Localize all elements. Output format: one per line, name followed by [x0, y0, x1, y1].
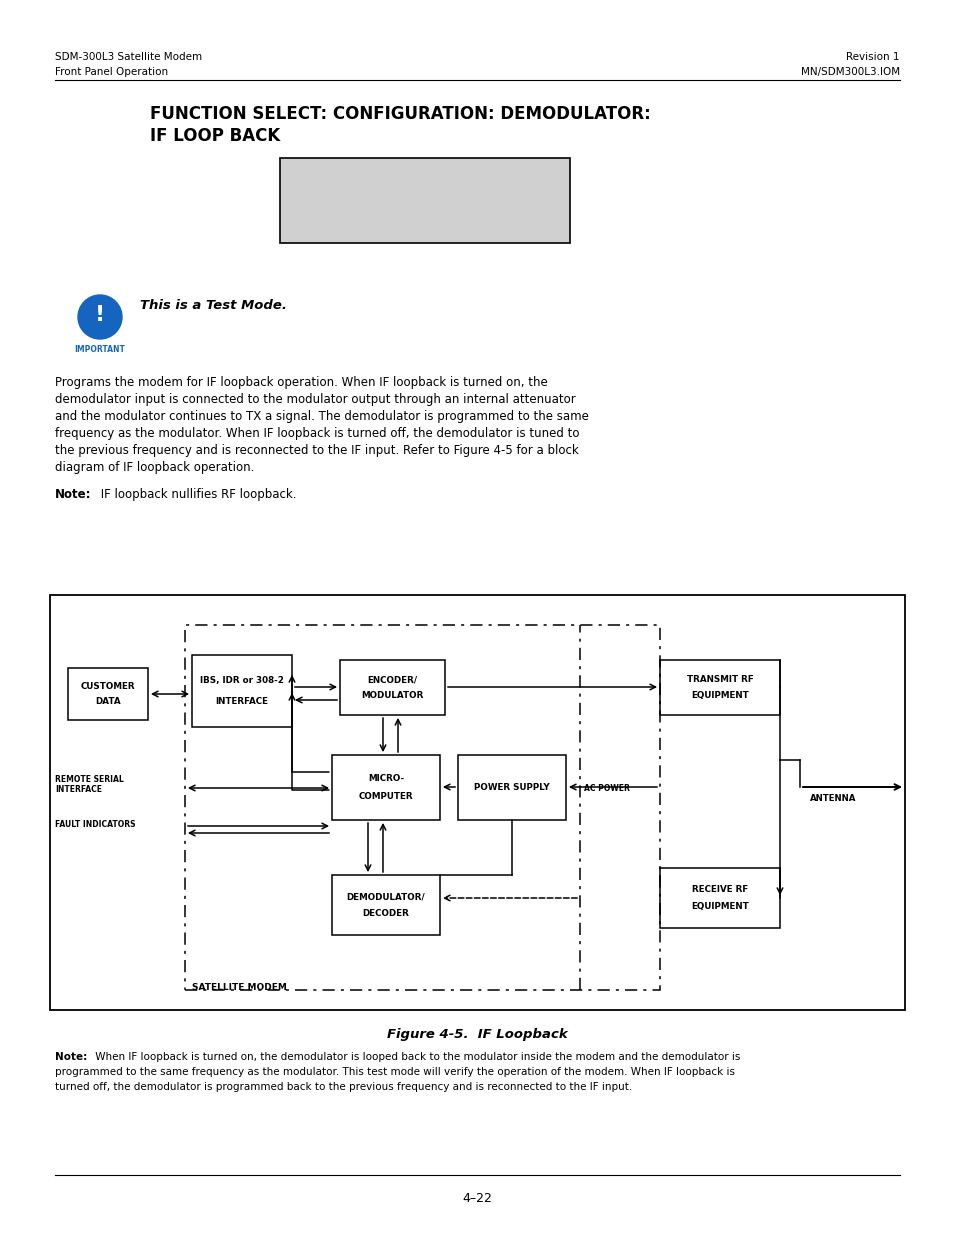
Text: diagram of IF loopback operation.: diagram of IF loopback operation.	[55, 461, 254, 474]
Text: COMPUTER: COMPUTER	[358, 792, 413, 802]
Text: CUSTOMER: CUSTOMER	[81, 682, 135, 692]
Text: SATELLITE MODEM: SATELLITE MODEM	[192, 983, 287, 992]
Text: POWER SUPPLY: POWER SUPPLY	[474, 783, 549, 792]
Bar	[192, 655, 292, 727]
Text: FUNCTION SELECT: CONFIGURATION: DEMODULATOR:: FUNCTION SELECT: CONFIGURATION: DEMODULA…	[150, 105, 650, 124]
Text: AC POWER: AC POWER	[583, 784, 629, 793]
Text: DEMODULATOR/: DEMODULATOR/	[346, 892, 425, 902]
Text: DATA: DATA	[95, 697, 121, 705]
Text: Programs the modem for IF loopback operation. When IF loopback is turned on, the: Programs the modem for IF loopback opera…	[55, 375, 547, 389]
Bar	[68, 668, 148, 720]
Text: turned off, the demodulator is programmed back to the previous frequency and is : turned off, the demodulator is programme…	[55, 1082, 632, 1092]
Text: FAULT INDICATORS: FAULT INDICATORS	[55, 820, 135, 829]
Text: This is a Test Mode.: This is a Test Mode.	[140, 299, 287, 312]
Text: Front Panel Operation: Front Panel Operation	[55, 67, 168, 77]
Text: and the modulator continues to TX a signal. The demodulator is programmed to the: and the modulator continues to TX a sign…	[55, 410, 588, 424]
Text: Note:: Note:	[55, 1052, 87, 1062]
Text: frequency as the modulator. When IF loopback is turned off, the demodulator is t: frequency as the modulator. When IF loop…	[55, 427, 578, 440]
Bar	[659, 868, 780, 927]
Text: REMOTE SERIAL
INTERFACE: REMOTE SERIAL INTERFACE	[55, 776, 124, 794]
Text: IF LOOP BACK: IF LOOP BACK	[150, 127, 280, 144]
Bar	[332, 876, 439, 935]
Circle shape	[78, 295, 122, 338]
Text: When IF loopback is turned on, the demodulator is looped back to the modulator i: When IF loopback is turned on, the demod…	[91, 1052, 740, 1062]
Text: MODULATOR: MODULATOR	[361, 690, 423, 700]
Bar	[659, 659, 780, 715]
Text: INTERFACE: INTERFACE	[215, 697, 268, 705]
Text: Revision 1: Revision 1	[845, 52, 899, 62]
Text: !: !	[95, 305, 105, 325]
Bar	[50, 595, 904, 1010]
Text: the previous frequency and is reconnected to the IF input. Refer to Figure 4-5 f: the previous frequency and is reconnecte…	[55, 445, 578, 457]
Text: MICRO-: MICRO-	[368, 774, 404, 783]
Text: ANTENNA: ANTENNA	[809, 794, 856, 803]
Text: TRANSMIT RF: TRANSMIT RF	[686, 676, 753, 684]
Text: Note:: Note:	[55, 488, 91, 501]
Text: Figure 4-5.  IF Loopback: Figure 4-5. IF Loopback	[386, 1028, 567, 1041]
Text: EQUIPMENT: EQUIPMENT	[690, 690, 748, 700]
Bar	[457, 755, 565, 820]
Text: IBS, IDR or 308-2: IBS, IDR or 308-2	[200, 677, 284, 685]
Text: programmed to the same frequency as the modulator. This test mode will verify th: programmed to the same frequency as the …	[55, 1067, 734, 1077]
Bar	[339, 659, 444, 715]
Text: EQUIPMENT: EQUIPMENT	[690, 902, 748, 911]
Text: RECEIVE RF: RECEIVE RF	[691, 885, 747, 894]
Text: ENCODER/: ENCODER/	[367, 676, 417, 684]
Text: SDM-300L3 Satellite Modem: SDM-300L3 Satellite Modem	[55, 52, 202, 62]
Text: 4–22: 4–22	[461, 1192, 492, 1205]
Text: IF loopback nullifies RF loopback.: IF loopback nullifies RF loopback.	[97, 488, 296, 501]
Text: demodulator input is connected to the modulator output through an internal atten: demodulator input is connected to the mo…	[55, 393, 576, 406]
Bar	[185, 625, 659, 990]
Text: MN/SDM300L3.IOM: MN/SDM300L3.IOM	[800, 67, 899, 77]
Text: DECODER: DECODER	[362, 909, 409, 918]
Bar	[332, 755, 439, 820]
Bar	[280, 158, 569, 243]
Text: IMPORTANT: IMPORTANT	[74, 345, 125, 354]
